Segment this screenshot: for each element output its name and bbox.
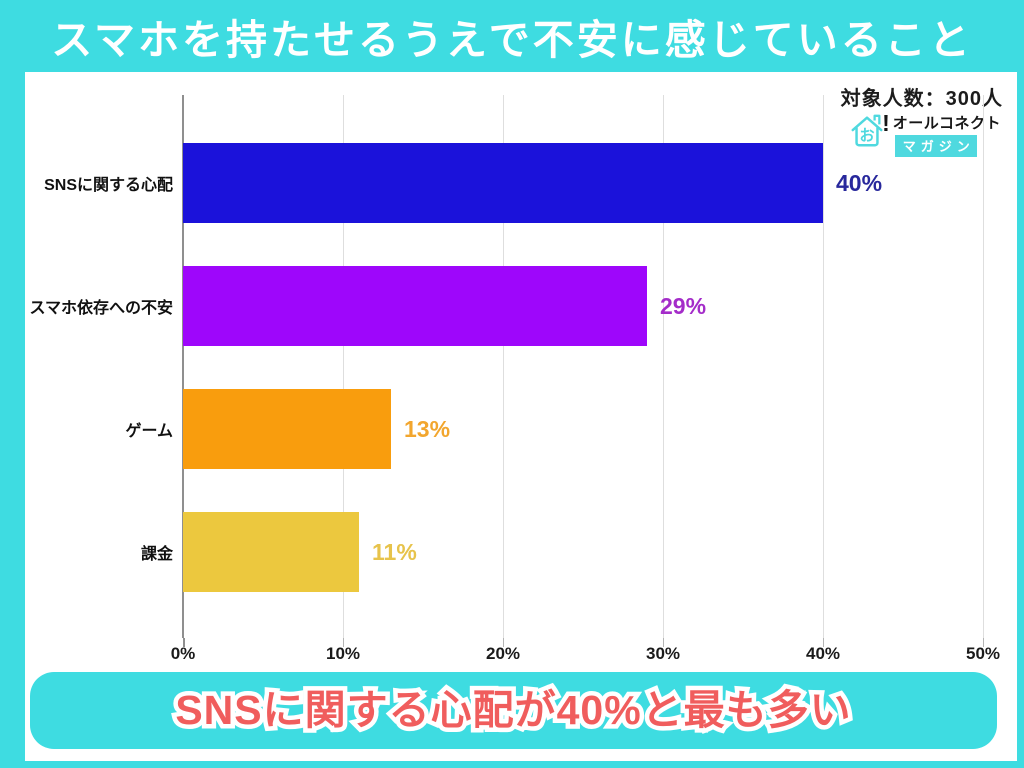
sample-size-label: 対象人数：300人: [840, 88, 1003, 110]
bar: [183, 389, 391, 469]
chart-panel: 対象人数：300人 お ! オールコネクト マガジン 0% 10% 20% 30% 40…: [25, 72, 1017, 761]
value-label: 40%: [836, 169, 883, 196]
axis-tick: [343, 638, 344, 647]
value-label: 11%: [372, 538, 417, 565]
axis-tick: [823, 638, 824, 647]
page-title: スマホを持たせるうえで不安に感じていること: [51, 17, 973, 63]
x-tick-label: 0%: [170, 644, 196, 663]
category-label: スマホ依存への不安: [29, 300, 173, 317]
bar: [183, 143, 823, 223]
bar: [183, 512, 359, 592]
logo-text-block: オールコネクト マガジン: [893, 112, 1001, 157]
x-tick-label: 50%: [965, 644, 1001, 663]
category-label: SNSに関する心配: [44, 177, 173, 194]
axis-tick: [503, 638, 504, 647]
category-label: ゲーム: [125, 423, 173, 440]
axis-tick: [663, 638, 664, 647]
y-axis-line: [182, 95, 184, 638]
gridline: [343, 95, 344, 638]
gridline: [663, 95, 664, 638]
value-label: 29%: [660, 292, 707, 319]
brand-logo: お ! オールコネクト マガジン: [848, 112, 1001, 157]
x-tick-label: 40%: [805, 644, 841, 663]
gridline: [823, 95, 824, 638]
brand-magazine-badge: マガジン: [894, 135, 977, 157]
gridline: [983, 95, 984, 638]
value-label: 13%: [404, 415, 451, 442]
x-tick-label: 30%: [645, 644, 681, 663]
axis-tick: [183, 638, 185, 647]
x-tick-label: 20%: [485, 644, 521, 663]
axis-tick: [983, 638, 984, 647]
callout-banner: SNSに関する心配が40%と最も多い SNSに関する心配が40%と最も多い: [30, 672, 997, 749]
logo-exclamation: !: [882, 110, 890, 136]
plot-area: 0% 10% 20% 30% 40% 50% SNSに関する心配 40% スマホ依存への不安 29…: [25, 72, 1017, 761]
x-tick-label: 10%: [325, 644, 361, 663]
logo-char: お: [860, 128, 875, 145]
category-label: 課金: [140, 546, 173, 563]
title-banner: スマホを持たせるうえで不安に感じていること: [0, 0, 1024, 72]
bar: [183, 266, 647, 346]
gridline: [503, 95, 504, 638]
callout-text-wrap: SNSに関する心配が40%と最も多い SNSに関する心配が40%と最も多い: [171, 685, 855, 735]
brand-name: オールコネクト: [892, 115, 1001, 132]
callout-text-outline: SNSに関する心配が40%と最も多い: [171, 685, 855, 735]
callout-text: SNSに関する心配が40%と最も多い: [175, 687, 852, 733]
house-icon: お: [851, 114, 883, 147]
